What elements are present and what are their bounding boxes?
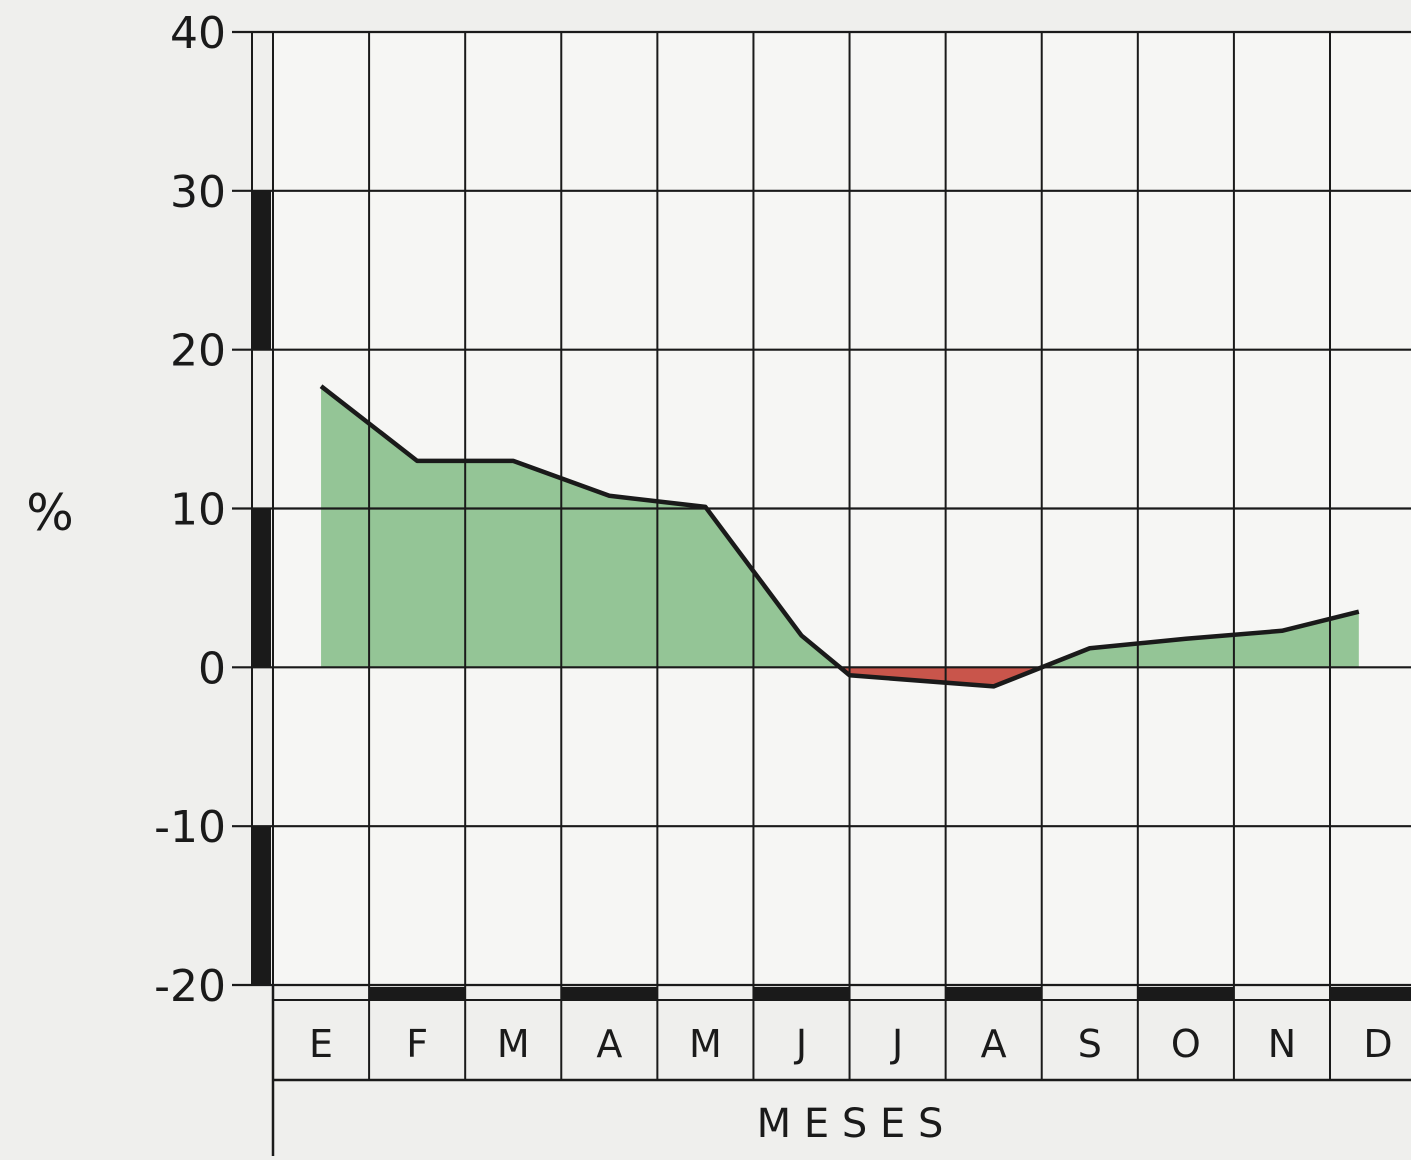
grid-lines <box>232 30 1411 1080</box>
month-label: J <box>794 1022 807 1066</box>
month-label: O <box>1171 1022 1201 1066</box>
y-axis-band-1 <box>253 190 271 350</box>
y-axis-label: % <box>26 484 74 542</box>
x-axis-band-7 <box>945 987 1042 1000</box>
x-axis-label: M E S E S <box>757 1101 944 1147</box>
y-axis: 40 30 20 10 0 -10 -20% <box>26 8 271 1012</box>
y-tick-label: 20 <box>170 326 226 377</box>
month-label: D <box>1363 1022 1392 1066</box>
month-label: S <box>1078 1022 1102 1066</box>
y-tick-label: 0 <box>198 643 226 694</box>
month-label: A <box>981 1022 1007 1066</box>
month-label: M <box>497 1022 530 1066</box>
y-tick-label: 10 <box>170 485 226 536</box>
month-label: J <box>890 1022 903 1066</box>
y-axis-band-3 <box>253 508 271 668</box>
data-line-group <box>319 384 1360 689</box>
month-label: F <box>406 1022 428 1066</box>
month-label: M <box>689 1022 722 1066</box>
month-label: A <box>596 1022 622 1066</box>
x-axis-table: E F M A M J J A S O N D M E S E S <box>271 985 1411 1156</box>
x-axis-band-11 <box>1330 987 1411 1000</box>
data-line <box>319 384 1360 689</box>
month-label: E <box>309 1022 333 1066</box>
y-tick-label: -20 <box>154 961 226 1012</box>
y-tick-label: 40 <box>170 8 226 59</box>
x-axis-band-9 <box>1137 987 1234 1000</box>
y-axis-band-5 <box>253 826 271 985</box>
negative-area-0 <box>839 667 1042 687</box>
x-axis-band-5 <box>753 987 850 1000</box>
positive-area-0 <box>321 386 840 668</box>
x-axis-band-3 <box>561 987 658 1000</box>
y-tick-label: 30 <box>170 167 226 218</box>
x-axis-band-1 <box>369 987 466 1000</box>
y-tick-label: -10 <box>154 802 226 853</box>
month-label: N <box>1268 1022 1296 1066</box>
